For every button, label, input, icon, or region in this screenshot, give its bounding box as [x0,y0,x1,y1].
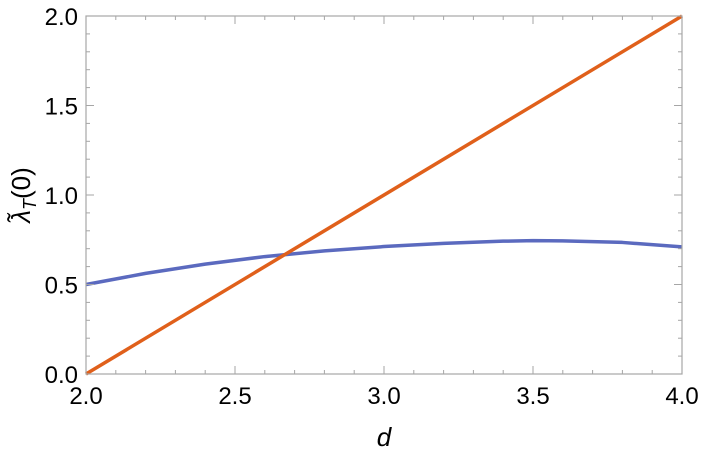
x-tick-labels: 2.0 2.5 3.0 3.5 4.0 [69,383,698,410]
y-tick-label: 1.5 [45,94,78,121]
x-tick-label: 2.5 [218,383,251,410]
y-tick-label: 0.5 [45,273,78,300]
plot-lines [85,14,683,376]
series-line-1 [85,238,683,287]
axis-ticks [85,15,683,375]
y-tick-labels: 0.0 0.5 1.0 1.5 2.0 [45,4,78,389]
y-axis-label: λ̃T(0) [6,167,40,225]
y-tick-label: 1.0 [45,183,78,210]
series-line-2 [85,14,683,376]
x-tick-label: 2.0 [69,383,102,410]
y-axis-label-base: λ̃ [6,210,36,225]
x-tick-label: 4.0 [665,383,698,410]
x-tick-label: 3.5 [516,383,549,410]
x-axis-label: d [377,422,393,452]
y-tick-label: 2.0 [45,4,78,31]
x-tick-label: 3.0 [367,383,400,410]
y-axis-label-arg: (0) [6,167,36,199]
y-axis-label-sub: T [20,197,40,210]
y-tick-label: 0.0 [45,362,78,389]
